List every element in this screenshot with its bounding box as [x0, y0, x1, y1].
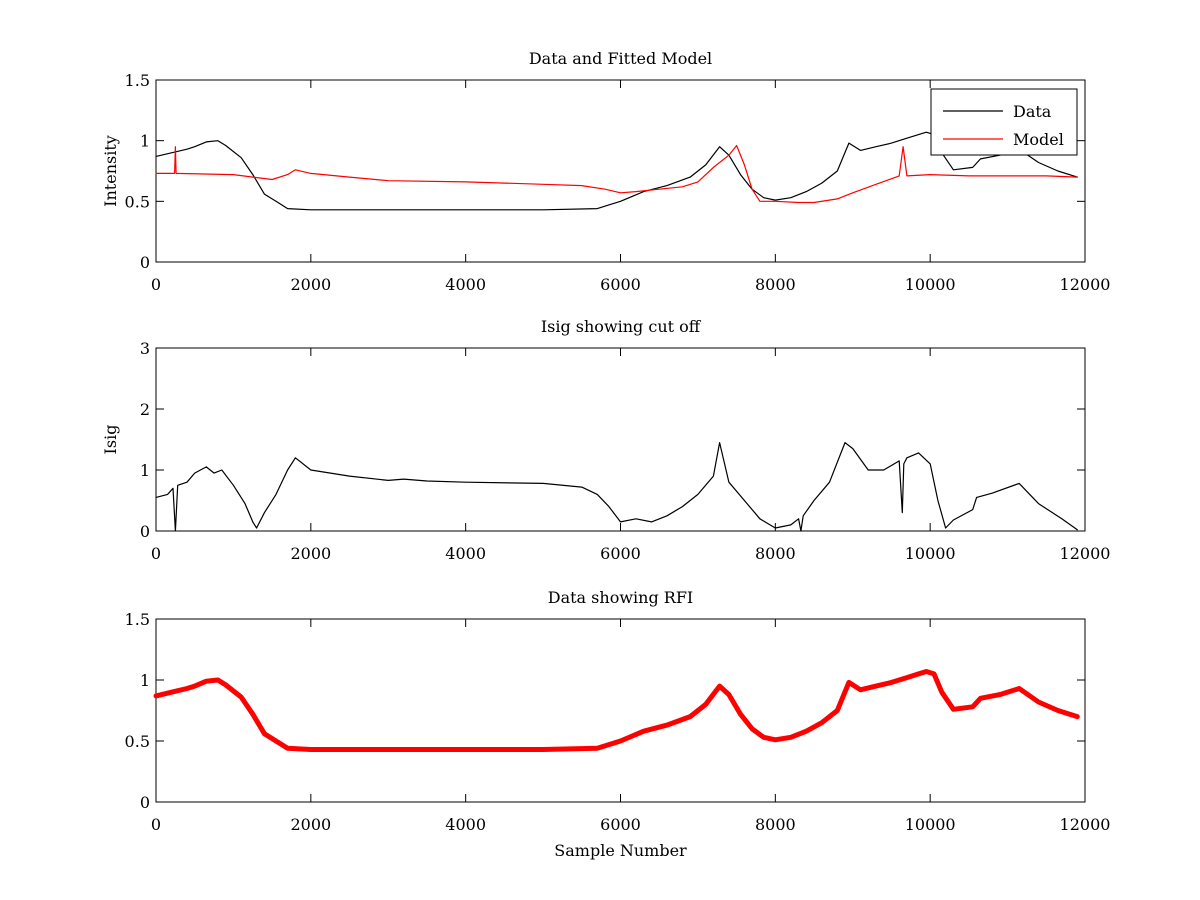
- y-axis-label: Isig: [101, 425, 120, 455]
- x-tick-label: 8000: [755, 275, 796, 294]
- y-tick-label: 0: [140, 793, 150, 812]
- x-axis-label: Sample Number: [554, 841, 687, 860]
- x-tick-label: 6000: [600, 544, 641, 563]
- x-tick-label: 8000: [755, 815, 796, 834]
- x-tick-label: 2000: [290, 275, 331, 294]
- y-tick-label: 0: [140, 253, 150, 272]
- series-line-chart3: [153, 669, 1080, 752]
- legend: [930, 88, 1078, 156]
- x-tick-label: 0: [151, 275, 161, 294]
- x-tick-label: 6000: [600, 815, 641, 834]
- series-line-model: [155, 144, 1078, 204]
- x-tick-label: 0: [151, 815, 161, 834]
- x-tick-label: 4000: [445, 275, 486, 294]
- x-tick-label: 2000: [290, 544, 331, 563]
- legend-label-data: Data: [1013, 102, 1052, 121]
- legend-label-model: Model: [1013, 130, 1064, 149]
- x-tick-label: 4000: [445, 544, 486, 563]
- chart-title: Isig showing cut off: [541, 317, 702, 336]
- y-tick-label: 2: [140, 400, 150, 419]
- x-tick-label: 12000: [1060, 544, 1111, 563]
- x-tick-label: 0: [151, 544, 161, 563]
- y-tick-label: 1.5: [125, 71, 150, 90]
- y-tick-label: 0.5: [125, 732, 150, 751]
- x-tick-label: 2000: [290, 815, 331, 834]
- x-tick-label: 6000: [600, 275, 641, 294]
- y-axis-label: Intensity: [101, 135, 120, 207]
- y-tick-label: 0: [140, 522, 150, 541]
- x-tick-label: 12000: [1060, 815, 1111, 834]
- y-tick-label: 0.5: [125, 192, 150, 211]
- chart-title: Data and Fitted Model: [529, 49, 712, 68]
- x-tick-label: 4000: [445, 815, 486, 834]
- y-tick-label: 1.5: [125, 610, 150, 629]
- y-tick-label: 3: [140, 339, 150, 358]
- y-tick-label: 1: [140, 461, 150, 480]
- y-tick-label: 1: [140, 132, 150, 151]
- series-line-chart2: [155, 442, 1078, 532]
- x-tick-label: 8000: [755, 544, 796, 563]
- x-tick-label: 10000: [905, 275, 956, 294]
- x-tick-label: 10000: [905, 815, 956, 834]
- x-tick-label: 12000: [1060, 275, 1111, 294]
- chart-title: Data showing RFI: [548, 588, 693, 607]
- x-tick-label: 10000: [905, 544, 956, 563]
- y-tick-label: 1: [140, 671, 150, 690]
